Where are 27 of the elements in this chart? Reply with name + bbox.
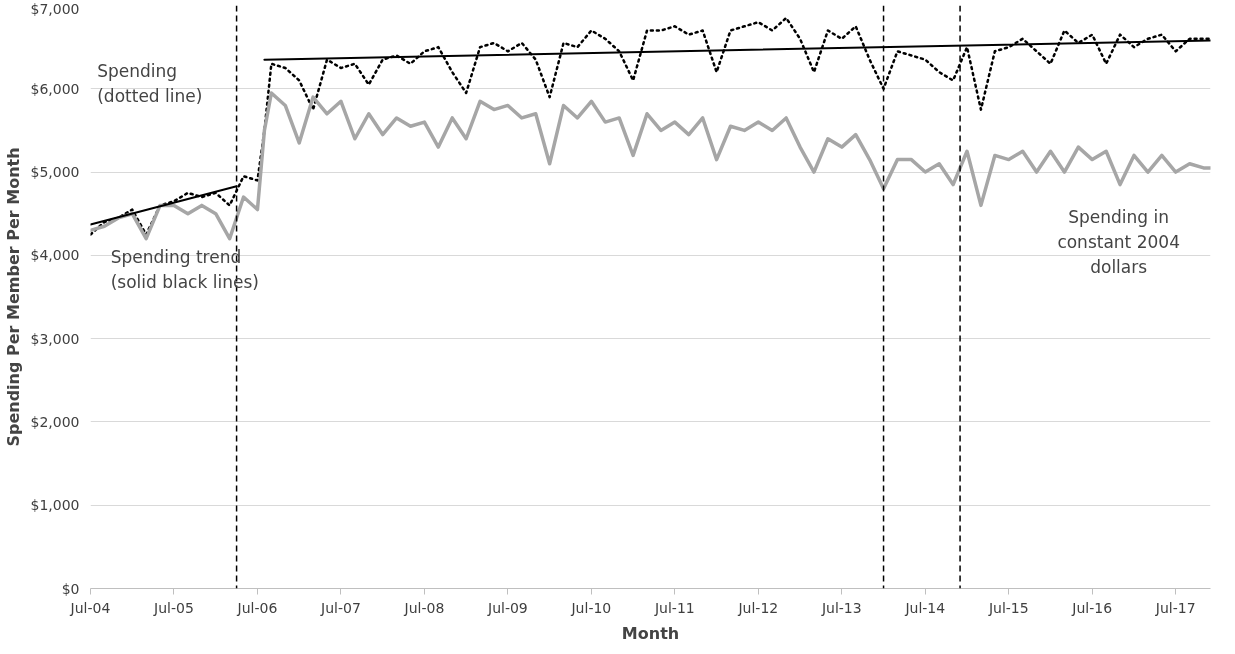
y-tick-label: $0 xyxy=(61,580,80,597)
x-tick-label: Jul-13 xyxy=(820,599,862,616)
x-tick-label: Jul-07 xyxy=(320,599,361,616)
y-tick-label: $3,000 xyxy=(30,330,80,347)
y-tick-label: $1,000 xyxy=(30,497,80,514)
x-tick-label: Jul-15 xyxy=(987,599,1029,616)
y-axis-title: Spending Per Member Per Month xyxy=(3,147,23,447)
x-tick-label: Jul-10 xyxy=(570,599,612,616)
x-tick-label: Jul-11 xyxy=(653,599,695,616)
y-tick-label: $4,000 xyxy=(30,247,80,264)
annotation: Spending (dotted line) xyxy=(97,60,203,106)
annotation: Spending trend (solid black lines) xyxy=(110,247,259,293)
y-tick-label: $2,000 xyxy=(30,413,80,430)
annotation: Spending in constant 2004 dollars xyxy=(1057,206,1180,277)
x-axis-title: Month xyxy=(621,623,680,643)
x-tick-label: Jul-08 xyxy=(403,599,445,616)
x-tick-label: Jul-05 xyxy=(153,599,194,616)
y-tick-label: $7,000 xyxy=(30,0,80,17)
x-tick-label: Jul-16 xyxy=(1071,599,1113,616)
y-tick-label: $6,000 xyxy=(30,80,80,97)
x-tick-label: Jul-12 xyxy=(737,599,779,616)
x-tick-label: Jul-14 xyxy=(904,599,946,616)
y-tick-label: $5,000 xyxy=(30,164,80,181)
x-tick-label: Jul-06 xyxy=(236,599,278,616)
x-tick-label: Jul-17 xyxy=(1154,599,1196,616)
x-tick-label: Jul-04 xyxy=(69,599,111,616)
x-tick-label: Jul-09 xyxy=(487,599,528,616)
